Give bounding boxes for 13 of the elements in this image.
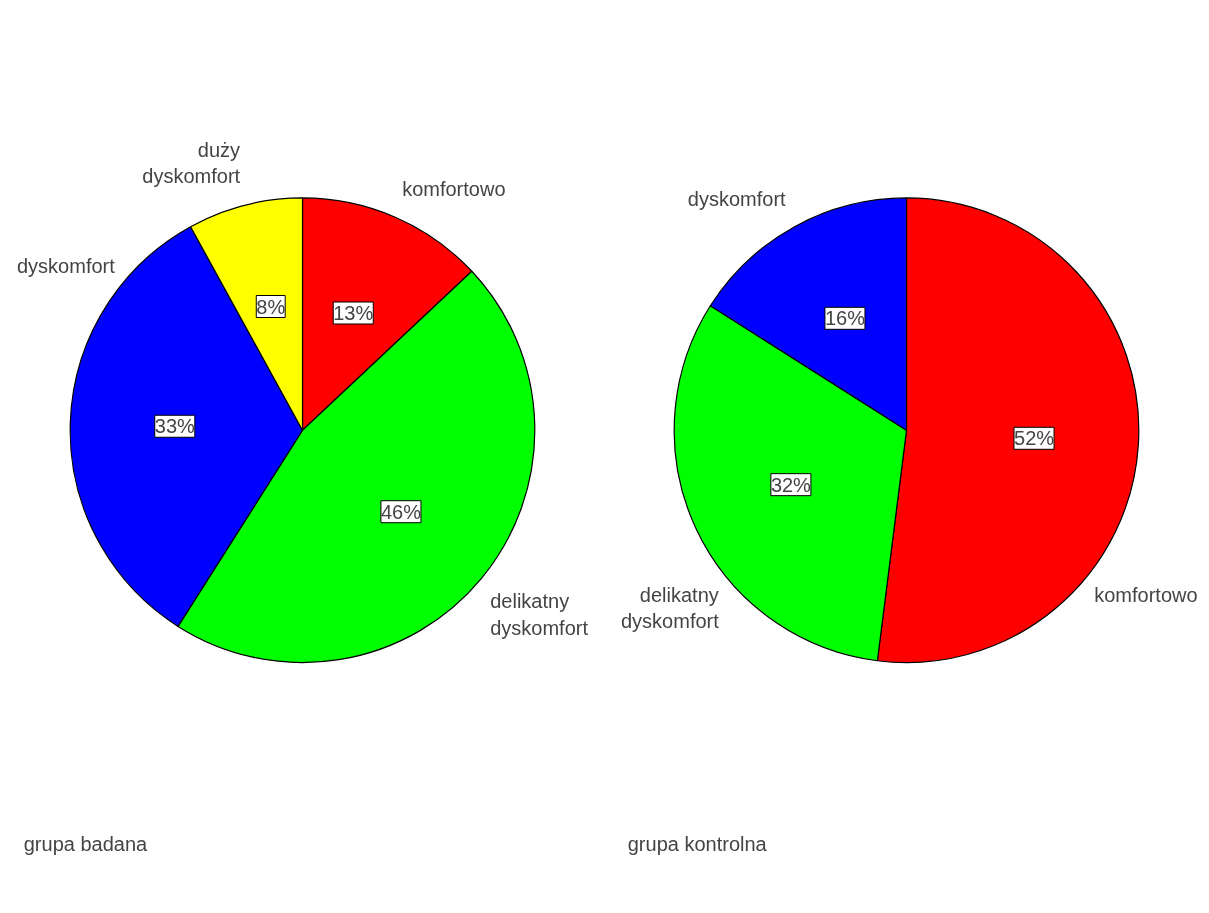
text: grupa badana [23,833,149,856]
slice-label: duży dyskomfort [142,138,241,188]
slice-label: dyskomfort [16,254,116,277]
slice-label: dyskomfort [687,188,787,211]
data-label: 33% [154,415,196,438]
data-label: 13% [333,302,374,325]
text: grupa kontrolna [627,833,768,856]
slice-label: komfortowo [1094,583,1198,606]
slice-label: delikatny dyskomfort [490,590,589,639]
slice-label: delikatny dyskomfort [620,583,720,632]
data-label: 32% [770,473,812,496]
slice-label: komfortowo [402,178,506,201]
data-label: 8% [256,295,286,318]
